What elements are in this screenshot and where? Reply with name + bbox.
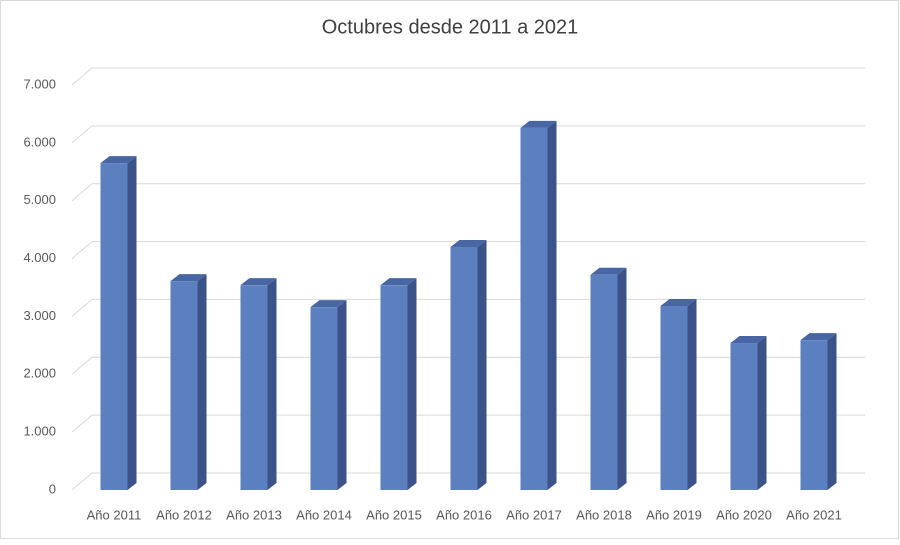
y-tick-label: 2.000 (23, 366, 56, 381)
bar-top (240, 278, 277, 286)
bar (450, 247, 478, 490)
bar-side (827, 333, 837, 490)
bar (100, 163, 128, 490)
x-tick-label: Año 2018 (576, 507, 632, 522)
bar-top (590, 267, 627, 275)
grid-line (71, 241, 865, 259)
bar-top (100, 156, 137, 164)
bar (520, 127, 548, 491)
bar (310, 307, 338, 490)
bar (660, 306, 688, 490)
bar-side (407, 278, 417, 490)
bar (170, 281, 198, 490)
y-tick-label: 7.000 (23, 76, 56, 91)
bar-top (310, 300, 347, 308)
y-tick-label: 5.000 (23, 192, 56, 207)
y-tick-label: 1.000 (23, 424, 56, 439)
x-tick-label: Año 2015 (366, 507, 422, 522)
bar-side (547, 120, 557, 491)
bar-top (660, 299, 697, 307)
bar-side (337, 300, 347, 490)
x-tick-label: Año 2021 (786, 507, 842, 522)
y-tick-label: 4.000 (23, 250, 56, 265)
chart-title: Octubres desde 2011 a 2021 (322, 16, 578, 38)
bar (730, 343, 758, 490)
bar-side (477, 240, 487, 490)
bar-side (197, 274, 207, 490)
bar-top (380, 278, 417, 286)
x-tick-label: Año 2011 (87, 507, 142, 522)
y-tick-label: 3.000 (23, 308, 56, 323)
grid-line (71, 125, 865, 144)
bar-side (687, 299, 697, 490)
bar-top (520, 120, 557, 128)
bar-side (267, 278, 277, 490)
bar (590, 274, 618, 490)
bar-side (617, 267, 627, 490)
bar-side (127, 156, 137, 490)
x-tick-label: Año 2013 (226, 507, 282, 522)
y-tick-label: 6.000 (23, 134, 56, 149)
bar-side (757, 336, 767, 490)
x-tick-label: Año 2020 (716, 507, 772, 522)
bar (800, 340, 828, 490)
x-tick-label: Año 2014 (296, 507, 352, 522)
bar-top (800, 333, 837, 341)
x-tick-label: Año 2016 (436, 507, 492, 522)
x-tick-label: Año 2012 (156, 507, 212, 522)
bar-top (170, 274, 207, 282)
x-tick-label: Año 2019 (646, 507, 702, 522)
grid-line (71, 183, 865, 202)
bar (240, 285, 268, 490)
bar (380, 285, 408, 490)
y-tick-label: 0 (49, 481, 56, 496)
bar-top (730, 336, 767, 344)
bar-top (450, 240, 487, 247)
x-tick-label: Año 2017 (506, 507, 562, 522)
grid-line (71, 67, 865, 86)
